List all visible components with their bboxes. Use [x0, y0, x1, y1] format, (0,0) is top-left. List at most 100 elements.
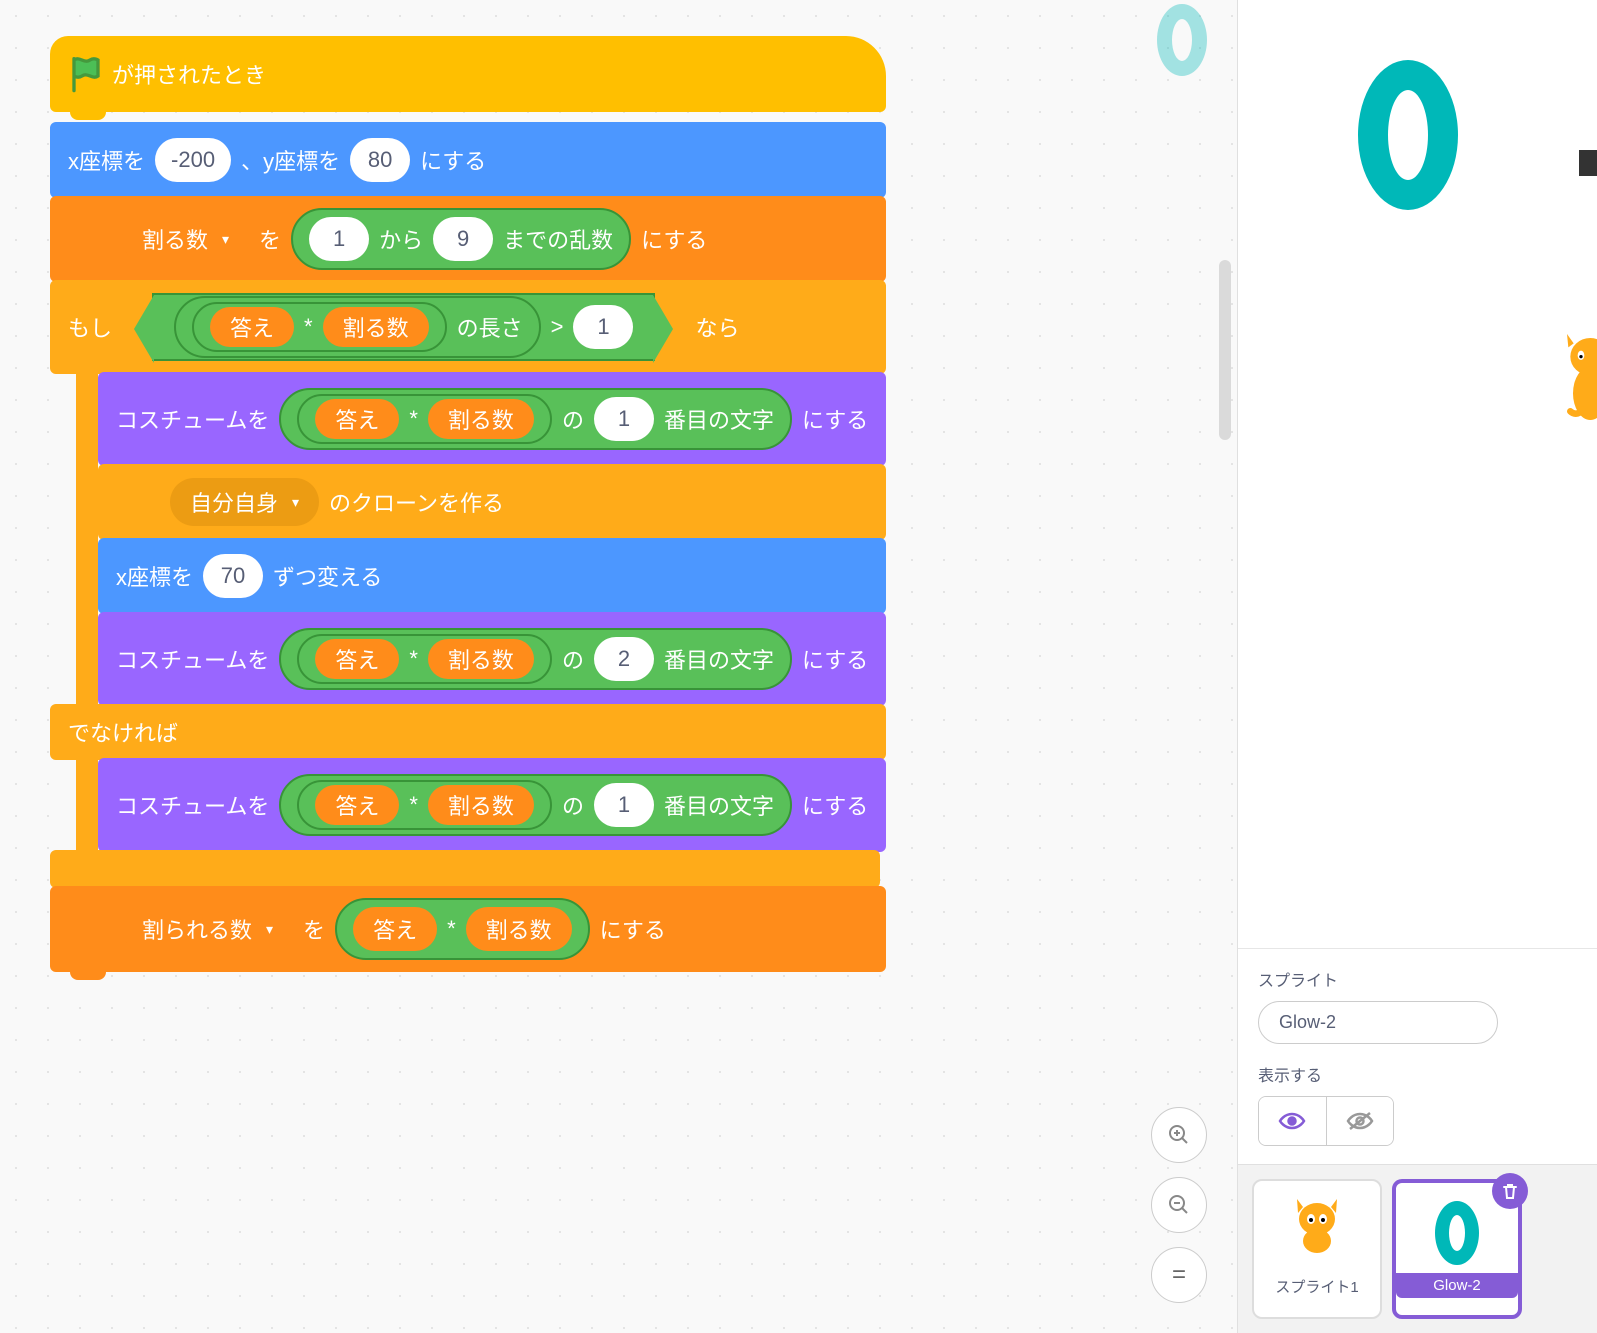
label: にする	[802, 403, 868, 435]
operator-multiply[interactable]: 答え * 割る数	[297, 394, 552, 444]
operator-letter-of[interactable]: 答え * 割る数 の 2 番目の文字	[279, 628, 792, 690]
show-button[interactable]	[1259, 1097, 1326, 1145]
if-true-body: コスチュームを 答え * 割る数 の 1 番目の文字 にする 自分自身 のクロー	[76, 372, 886, 706]
operator-length-of[interactable]: 答え * 割る数 の長さ	[174, 296, 541, 358]
operator-multiply[interactable]: 答え * 割る数	[297, 634, 552, 684]
control-create-clone[interactable]: 自分自身 のクローンを作る	[98, 464, 886, 540]
operator-letter-of[interactable]: 答え * 割る数 の 1 番目の文字	[279, 388, 792, 450]
label: *	[447, 916, 456, 942]
sprite-list: スプライト1 Glow-2	[1238, 1164, 1597, 1333]
operator-multiply[interactable]: 答え * 割る数	[192, 302, 447, 352]
label: コスチュームを	[116, 643, 269, 675]
label: にする	[802, 789, 868, 821]
label: *	[304, 314, 313, 340]
sensing-answer[interactable]: 答え	[315, 639, 399, 679]
label: の	[562, 789, 584, 821]
stage-sprite-cat[interactable]	[1557, 330, 1597, 480]
index-input[interactable]: 2	[594, 637, 654, 681]
label: >	[551, 314, 564, 340]
cat-icon	[1289, 1197, 1345, 1264]
sprite-label: スプライト	[1258, 967, 1577, 991]
dx-input[interactable]: 70	[203, 554, 263, 598]
visibility-label: 表示する	[1258, 1062, 1577, 1086]
label: を	[303, 913, 325, 945]
event-when-flag-clicked[interactable]: が押されたとき	[50, 36, 886, 112]
label: =	[1172, 1261, 1186, 1289]
label: にする	[802, 643, 868, 675]
zoom-controls: =	[1151, 1107, 1207, 1303]
sensing-answer[interactable]: 答え	[315, 785, 399, 825]
label: の	[562, 643, 584, 675]
motion-change-x[interactable]: x座標を 70 ずつ変える	[98, 538, 886, 614]
sprite-info-panel: スプライト 表示する	[1238, 948, 1597, 1164]
motion-goto-xy[interactable]: x座標を -200 、y座標を 80 にする	[50, 122, 886, 198]
looks-switch-costume[interactable]: コスチュームを 答え * 割る数 の 1 番目の文字 にする	[98, 372, 886, 466]
script-workspace[interactable]: が押されたとき x座標を -200 、y座標を 80 にする 割る数 を 1 か…	[0, 0, 1237, 1333]
to-input[interactable]: 9	[433, 217, 493, 261]
from-input[interactable]: 1	[309, 217, 369, 261]
zero-icon	[1435, 1201, 1479, 1265]
stage-dash	[1579, 150, 1597, 176]
green-flag-icon	[70, 56, 102, 92]
index-input[interactable]: 1	[594, 397, 654, 441]
sprite-tile-glow2[interactable]: Glow-2	[1392, 1179, 1522, 1319]
hide-button[interactable]	[1326, 1097, 1394, 1145]
compare-input[interactable]: 1	[573, 305, 633, 349]
variable-dropdown[interactable]: 割られる数	[122, 905, 293, 953]
label: 、y座標を	[241, 144, 340, 176]
label: x座標を	[116, 560, 193, 592]
delete-sprite-button[interactable]	[1492, 1173, 1528, 1209]
y-input[interactable]: 80	[350, 138, 410, 182]
label: 番目の文字	[664, 403, 774, 435]
zoom-out-button[interactable]	[1151, 1177, 1207, 1233]
variable-divisor[interactable]: 割る数	[428, 639, 534, 679]
label: *	[409, 406, 418, 432]
sprite-tile-sprite1[interactable]: スプライト1	[1252, 1179, 1382, 1319]
label: x座標を	[68, 144, 145, 176]
label: *	[409, 792, 418, 818]
if-label: もし	[68, 311, 112, 343]
data-set-variable[interactable]: 割る数 を 1 から 9 までの乱数 にする	[50, 196, 886, 282]
zoom-in-button[interactable]	[1151, 1107, 1207, 1163]
label: ずつ変える	[273, 560, 382, 592]
variable-dropdown[interactable]: 割る数	[122, 215, 249, 263]
script-stack[interactable]: が押されたとき x座標を -200 、y座標を 80 にする 割る数 を 1 か…	[50, 36, 886, 970]
x-input[interactable]: -200	[155, 138, 231, 182]
stage-sprite-glow2[interactable]	[1358, 60, 1458, 210]
sensing-answer[interactable]: 答え	[210, 307, 294, 347]
variable-divisor[interactable]: 割る数	[466, 907, 572, 951]
operator-multiply[interactable]: 答え * 割る数	[335, 898, 590, 960]
variable-divisor[interactable]: 割る数	[428, 785, 534, 825]
label: にする	[600, 913, 666, 945]
index-input[interactable]: 1	[594, 783, 654, 827]
operator-multiply[interactable]: 答え * 割る数	[297, 780, 552, 830]
variable-divisor[interactable]: 割る数	[428, 399, 534, 439]
sprite-name-input[interactable]	[1258, 1001, 1498, 1044]
sensing-answer[interactable]: 答え	[353, 907, 437, 951]
sensing-answer[interactable]: 答え	[315, 399, 399, 439]
zoom-reset-button[interactable]: =	[1151, 1247, 1207, 1303]
label: 番目の文字	[664, 643, 774, 675]
control-else-label[interactable]: でなければ	[50, 704, 886, 760]
operator-letter-of[interactable]: 答え * 割る数 の 1 番目の文字	[279, 774, 792, 836]
stage-panel: スプライト 表示する スプライト1 Glow-2	[1237, 0, 1597, 1333]
control-if-else-header[interactable]: もし 答え * 割る数 の長さ > 1 なら	[50, 280, 886, 374]
visibility-toggle	[1258, 1096, 1394, 1146]
clone-target-dropdown[interactable]: 自分自身	[170, 478, 319, 526]
label: を	[259, 223, 281, 255]
operator-gt[interactable]: 答え * 割る数 の長さ > 1	[152, 293, 655, 361]
then-label: なら	[695, 311, 739, 343]
looks-switch-costume[interactable]: コスチュームを 答え * 割る数 の 1 番目の文字 にする	[98, 758, 886, 852]
control-if-else-footer[interactable]	[50, 850, 880, 888]
if-else-body: コスチュームを 答え * 割る数 の 1 番目の文字 にする	[76, 758, 886, 852]
label: から	[379, 223, 423, 255]
looks-switch-costume[interactable]: コスチュームを 答え * 割る数 の 2 番目の文字 にする	[98, 612, 886, 706]
variable-divisor[interactable]: 割る数	[323, 307, 429, 347]
label: の	[562, 403, 584, 435]
stage-area[interactable]	[1238, 0, 1597, 948]
sprite-tile-label: スプライト1	[1275, 1272, 1358, 1301]
operator-random[interactable]: 1 から 9 までの乱数	[291, 208, 631, 270]
label: コスチュームを	[116, 789, 269, 821]
data-set-variable[interactable]: 割られる数 を 答え * 割る数 にする	[50, 886, 886, 972]
workspace-scrollbar[interactable]	[1219, 260, 1231, 440]
